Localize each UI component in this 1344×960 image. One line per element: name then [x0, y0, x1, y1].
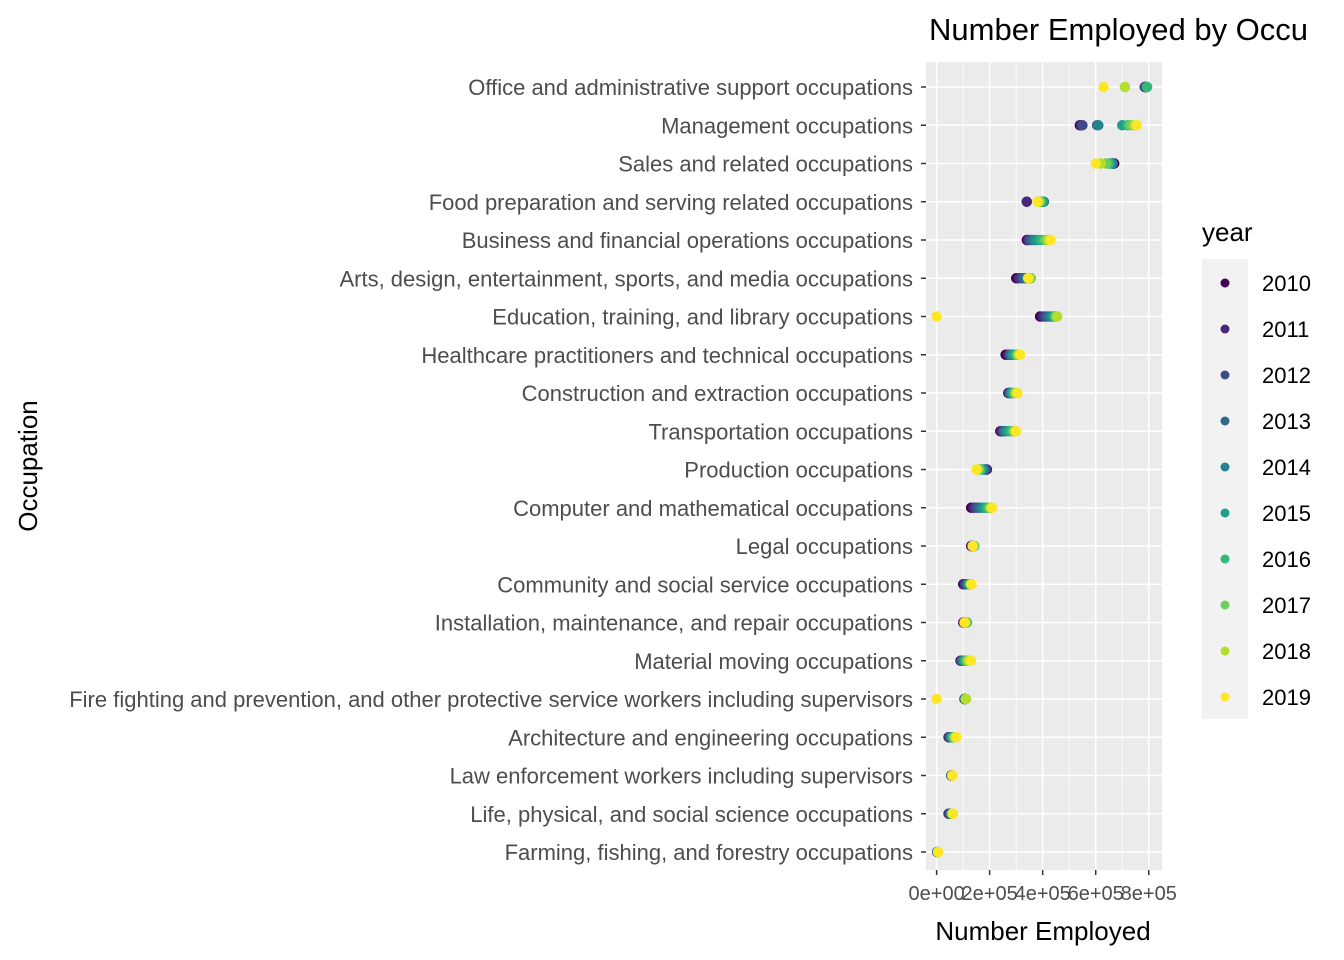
data-point-2019 — [1010, 426, 1022, 437]
legend-swatch-2019 — [1220, 692, 1230, 702]
y-category-label: Life, physical, and social science occup… — [470, 802, 913, 827]
y-category-label: Computer and mathematical occupations — [513, 496, 913, 521]
data-point-2016 — [1141, 81, 1153, 93]
data-points — [931, 81, 1153, 858]
data-point-2019 — [1098, 81, 1109, 93]
legend-label-2017: 2017 — [1262, 593, 1311, 618]
legend-swatch-2018 — [1220, 646, 1230, 656]
data-point-2019 — [1022, 273, 1034, 284]
legend-label-2014: 2014 — [1262, 455, 1311, 480]
legend-key-background — [1202, 259, 1248, 719]
data-point-2011 — [1021, 196, 1032, 207]
legend-label-2016: 2016 — [1262, 547, 1311, 572]
legend-swatch-2011 — [1220, 324, 1230, 334]
legend-label-2013: 2013 — [1262, 409, 1311, 434]
data-point-2019 — [931, 693, 942, 705]
y-category-label: Education, training, and library occupat… — [492, 305, 913, 330]
y-category-label: Installation, maintenance, and repair oc… — [435, 611, 913, 636]
y-category-label: Business and financial operations occupa… — [462, 228, 913, 253]
data-point-2018 — [960, 693, 971, 705]
y-category-label: Transportation occupations — [648, 419, 913, 444]
legend-label-2011: 2011 — [1262, 317, 1309, 342]
data-point-2018 — [1052, 311, 1063, 322]
data-point-2019 — [965, 655, 977, 666]
data-point-2019 — [1012, 387, 1023, 399]
y-category-label: Community and social service occupations — [497, 572, 913, 597]
y-category-label: Fire fighting and prevention, and other … — [69, 687, 913, 712]
x-tick-label: 4e+05 — [1015, 883, 1071, 905]
y-category-label: Sales and related occupations — [618, 152, 913, 177]
y-category-label: Architecture and engineering occupations — [508, 725, 913, 750]
data-point-2018 — [1119, 81, 1131, 93]
data-point-2019 — [967, 540, 978, 552]
y-axis-title: Occupation — [13, 400, 43, 532]
legend-label-2012: 2012 — [1262, 363, 1311, 388]
y-category-label: Management occupations — [661, 113, 913, 138]
y-category-label: Healthcare practitioners and technical o… — [421, 343, 913, 368]
y-category-label: Legal occupations — [736, 534, 913, 559]
data-point-2019 — [1045, 234, 1056, 246]
data-point-2019 — [932, 846, 944, 858]
y-category-label: Production occupations — [684, 458, 913, 483]
data-point-2019 — [959, 617, 970, 628]
data-point-2019 — [951, 732, 962, 743]
chart-title: Number Employed by Occu — [929, 12, 1308, 47]
y-category-label: Law enforcement workers including superv… — [450, 764, 913, 789]
data-point-2019 — [987, 502, 998, 513]
data-point-2019 — [971, 464, 982, 475]
legend-label-2019: 2019 — [1262, 685, 1311, 710]
data-point-2019 — [1090, 158, 1101, 169]
legend-swatch-2013 — [1220, 416, 1230, 426]
legend-title: year — [1202, 217, 1253, 247]
data-point-2014 — [1093, 120, 1104, 131]
data-point-2019 — [966, 579, 977, 590]
legend-swatch-2014 — [1220, 462, 1230, 472]
legend-label-2015: 2015 — [1262, 501, 1311, 526]
data-point-2019 — [947, 770, 958, 781]
legend-swatch-2010 — [1220, 278, 1230, 288]
x-tick-label: 2e+05 — [962, 883, 1018, 905]
data-point-2019 — [1032, 196, 1043, 207]
data-point-2019 — [947, 808, 959, 819]
y-category-label: Farming, fishing, and forestry occupatio… — [505, 840, 913, 865]
legend-swatch-2017 — [1220, 600, 1230, 610]
x-tick-label: 0e+00 — [909, 883, 965, 905]
y-category-label: Construction and extraction occupations — [522, 381, 913, 406]
legend-swatch-2016 — [1220, 554, 1230, 564]
y-category-label: Office and administrative support occupa… — [468, 75, 913, 100]
legend: year 2010 2011 2012 2013 2014 2015 2016 2017 201… — [1202, 217, 1311, 719]
x-tick-label: 8e+05 — [1121, 883, 1177, 905]
data-point-2012 — [1077, 120, 1088, 131]
y-category-label: Material moving occupations — [634, 649, 913, 674]
y-axis: Office and administrative support occupa… — [69, 75, 926, 865]
x-tick-label: 6e+05 — [1068, 883, 1124, 905]
legend-swatch-2012 — [1220, 370, 1230, 380]
legend-swatch-2015 — [1220, 508, 1230, 518]
legend-label-2010: 2010 — [1262, 271, 1311, 296]
x-axis-title: Number Employed — [935, 916, 1150, 946]
plot-panel — [926, 62, 1162, 870]
data-point-2019 — [1014, 349, 1026, 360]
minor-gridlines — [962, 62, 1123, 870]
legend-label-2018: 2018 — [1262, 639, 1311, 664]
y-category-label: Arts, design, entertainment, sports, and… — [339, 266, 913, 291]
data-point-2019 — [931, 311, 942, 322]
y-category-label: Food preparation and serving related occ… — [429, 190, 913, 215]
data-point-2019 — [1131, 120, 1143, 131]
